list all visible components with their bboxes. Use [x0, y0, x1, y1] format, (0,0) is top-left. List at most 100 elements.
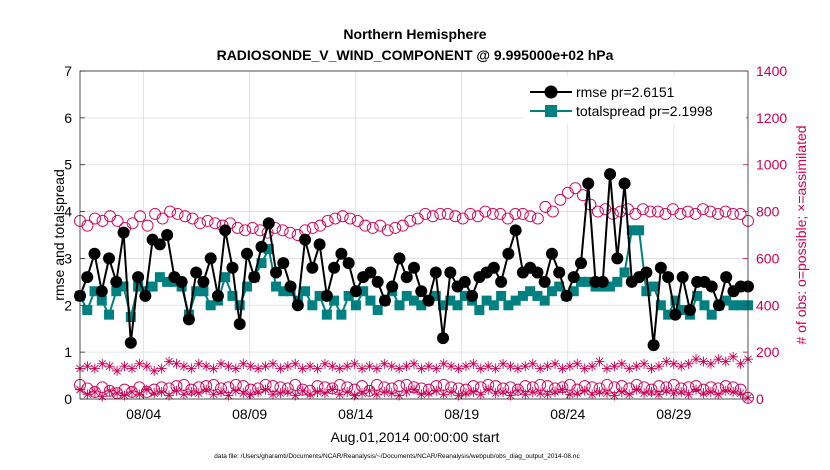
- rmse-point: [132, 271, 145, 284]
- left-y-tick-label: 4: [64, 204, 72, 220]
- obs-assimilated-marker: [401, 386, 412, 397]
- rmse-point: [219, 224, 232, 237]
- obs-assimilated-marker: [468, 386, 479, 397]
- obs-assimilated-marker: [512, 363, 523, 374]
- obs-possible-marker: [389, 222, 402, 234]
- totalspread-point: [205, 300, 216, 311]
- totalspread-point: [474, 304, 485, 315]
- right-y-tick-label: 600: [756, 250, 780, 266]
- obs-assimilated-marker: [579, 363, 590, 374]
- obs-assimilated-marker: [319, 388, 330, 399]
- obs-assimilated-marker: [178, 389, 189, 400]
- totalspread-point: [554, 281, 565, 292]
- obs-assimilated-marker: [453, 363, 464, 374]
- totalspread-point: [641, 286, 652, 297]
- totalspread-point: [234, 300, 245, 311]
- obs-possible-marker: [89, 212, 101, 225]
- obs-assimilated-marker: [631, 361, 642, 372]
- obs-assimilated-marker: [186, 386, 197, 397]
- obs-assimilated-marker: [668, 358, 679, 369]
- rmse-point: [502, 247, 515, 260]
- x-axis: 08/04 08/09 08/14 08/19 08/24 08/29: [126, 394, 692, 422]
- rmse-point: [364, 266, 377, 279]
- rmse-point: [306, 261, 319, 274]
- rmse-point: [712, 299, 725, 312]
- rmse-point: [676, 271, 689, 284]
- obs-assimilated-marker: [490, 388, 501, 399]
- obs-possible-marker: [171, 207, 184, 220]
- obs-assimilated-marker: [624, 389, 635, 400]
- rmse-point: [567, 271, 580, 284]
- x-axis-label: Aug.01,2014 00:00:00 start: [331, 429, 500, 445]
- obs-possible-marker: [682, 205, 694, 218]
- totalspread-point: [648, 281, 659, 292]
- rmse-point: [683, 303, 696, 316]
- obs-assimilated-marker: [156, 363, 167, 374]
- obs-possible-marker: [201, 214, 214, 227]
- obs-assimilated-marker: [290, 358, 301, 369]
- totalspread-point: [626, 225, 637, 236]
- obs-assimilated-marker: [438, 358, 449, 369]
- totalspread-point: [576, 276, 586, 287]
- obs-assimilated-marker: [557, 384, 568, 395]
- obs-assimilated-marker: [639, 358, 650, 369]
- obs-assimilated-marker: [371, 363, 382, 374]
- totalspread-point: [539, 295, 550, 306]
- obs-possible-marker: [179, 210, 192, 223]
- obs-assimilated-marker: [357, 388, 368, 399]
- totalspread-point: [532, 290, 543, 301]
- obs-possible-marker: [284, 226, 297, 239]
- totalspread-point: [605, 281, 616, 292]
- rmse-point: [161, 229, 174, 241]
- obs-assimilated-marker: [119, 361, 130, 372]
- obs-assimilated-marker: [475, 389, 486, 400]
- totalspread-point: [459, 290, 470, 301]
- obs-possible-marker: [344, 212, 357, 225]
- totalspread-point: [300, 286, 311, 297]
- rmse-point: [233, 318, 246, 331]
- right-y-axis-label: # of obs: o=possible; ×=assimilated: [793, 125, 809, 344]
- obs-assimilated-marker: [594, 386, 605, 397]
- rmse-point: [139, 289, 152, 302]
- rmse-point: [509, 224, 522, 237]
- obs-assimilated-marker: [646, 386, 657, 397]
- data-file-footnote: data file: /Users/gharamti/Documents/NCA…: [214, 453, 580, 460]
- obs-assimilated-marker: [691, 354, 702, 365]
- obs-assimilated-marker: [483, 384, 494, 395]
- obs-assimilated-marker: [305, 389, 316, 400]
- totalspread-point: [365, 295, 376, 306]
- obs-assimilated-marker: [312, 363, 323, 374]
- totalspread-point: [89, 286, 100, 297]
- totalspread-point: [503, 300, 514, 311]
- obs-assimilated-marker: [453, 390, 464, 401]
- obs-assimilated-marker: [156, 386, 167, 397]
- obs-assimilated-marker: [720, 385, 731, 396]
- obs-assimilated-marker: [446, 361, 457, 372]
- obs-assimilated-marker: [282, 361, 293, 372]
- rmse-point: [495, 275, 508, 288]
- obs-assimilated-marker: [542, 361, 553, 372]
- obs-assimilated-marker: [112, 365, 123, 376]
- obs-assimilated-marker: [342, 361, 353, 372]
- obs-assimilated-marker: [245, 361, 256, 372]
- totalspread-point: [401, 290, 412, 301]
- obs-possible-marker: [644, 205, 657, 218]
- obs-assimilated-marker: [267, 389, 278, 400]
- obs-assimilated-marker: [119, 390, 130, 401]
- totalspread-point: [481, 295, 492, 306]
- obs-possible-marker: [336, 210, 349, 223]
- obs-possible-marker: [704, 205, 717, 218]
- totalspread-point: [256, 258, 267, 269]
- totalspread-point: [663, 309, 674, 320]
- obs-assimilated-marker: [564, 389, 575, 400]
- obs-assimilated-marker: [164, 356, 175, 367]
- obs-possible-marker: [697, 203, 709, 216]
- totalspread-point: [372, 304, 383, 315]
- obs-assimilated-marker: [104, 385, 115, 396]
- obs-assimilated-marker: [349, 358, 360, 369]
- obs-assimilated-marker: [364, 361, 375, 372]
- obs-possible-marker: [366, 222, 379, 234]
- obs-possible-marker: [674, 207, 687, 220]
- obs-possible-marker: [231, 222, 244, 234]
- obs-possible-marker: [141, 219, 154, 232]
